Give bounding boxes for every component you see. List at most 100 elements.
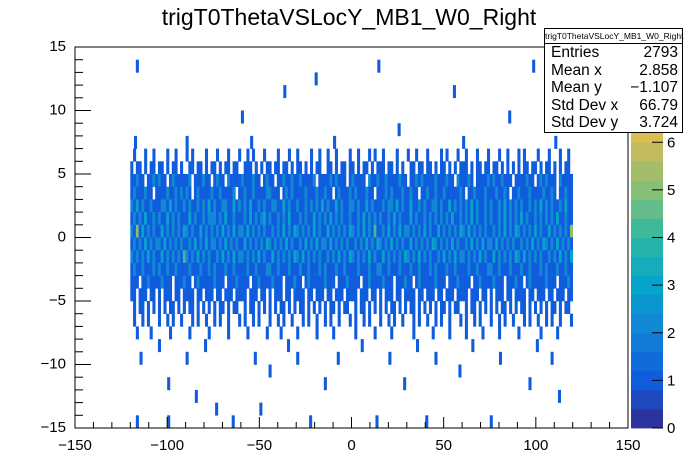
histogram-bin (539, 174, 543, 187)
histogram-bin (439, 237, 444, 251)
histogram-bin (426, 275, 430, 289)
histogram-bin (564, 301, 568, 314)
histogram-bin (542, 224, 546, 238)
stats-row-stddev-y: Std Dev y 3.724 (545, 114, 682, 132)
histogram-bin (406, 250, 410, 264)
histogram-bin (290, 161, 294, 175)
histogram-bin (473, 288, 477, 302)
histogram-bin (365, 199, 369, 213)
histogram-bin (337, 174, 341, 187)
histogram-bin (486, 275, 491, 289)
histogram-bin (384, 212, 388, 226)
histogram-bin (193, 224, 197, 238)
histogram-bin (177, 224, 181, 238)
histogram-bin (238, 199, 242, 213)
histogram-bin (453, 186, 457, 200)
histogram-bin (520, 224, 524, 238)
stats-value: 66.79 (639, 96, 678, 114)
histogram-bin (514, 237, 518, 251)
histogram-bin (329, 199, 333, 213)
histogram-bin (434, 199, 438, 213)
histogram-bin (296, 237, 300, 251)
histogram-bin (376, 224, 380, 238)
histogram-bin (279, 250, 283, 264)
histogram-bin (553, 174, 557, 187)
histogram-bin (130, 250, 134, 264)
histogram-bin (334, 262, 338, 276)
color-palette-band (631, 161, 663, 181)
histogram-bin (329, 212, 333, 226)
stats-row-stddev-x: Std Dev x 66.79 (545, 97, 682, 115)
histogram-bin (180, 174, 184, 187)
histogram-bin (362, 237, 366, 251)
histogram-bin (531, 224, 535, 238)
histogram-bin (404, 174, 408, 187)
histogram-bin (478, 301, 482, 314)
histogram-bin (459, 262, 463, 276)
histogram-bin (235, 250, 239, 264)
histogram-bin (489, 288, 493, 302)
histogram-bin (517, 326, 521, 340)
histogram-bin (298, 288, 303, 302)
histogram-bin (473, 212, 477, 226)
histogram-bin (409, 301, 413, 314)
histogram-bin (279, 224, 283, 238)
histogram-bin (204, 339, 208, 353)
histogram-bin (210, 161, 214, 175)
histogram-bin (274, 288, 278, 302)
histogram-bin (210, 288, 214, 302)
histogram-bin (196, 313, 200, 327)
histogram-bin (376, 250, 380, 264)
histogram-bin (500, 186, 504, 200)
histogram-bin (495, 301, 499, 314)
histogram-bin (160, 262, 164, 276)
histogram-bin (287, 212, 291, 226)
histogram-bin (556, 250, 560, 264)
histogram-bin (243, 174, 247, 187)
histogram-bin (265, 212, 269, 226)
histogram-bin (558, 186, 562, 200)
histogram-bin (246, 174, 250, 187)
histogram-bin (144, 148, 148, 162)
histogram-bin (406, 148, 410, 162)
histogram-bin (354, 174, 358, 187)
histogram-bin (235, 174, 239, 187)
histogram-bin (412, 313, 416, 327)
histogram-bin (146, 174, 150, 187)
histogram-bin (370, 275, 374, 289)
histogram-bin (409, 212, 413, 226)
histogram-bin (171, 301, 175, 314)
histogram-bin (160, 212, 164, 226)
histogram-bin (227, 148, 231, 162)
histogram-bin (442, 262, 446, 276)
histogram-bin (420, 212, 424, 226)
histogram-bin (498, 288, 502, 302)
histogram-bin (204, 313, 209, 327)
histogram-bin (387, 288, 391, 302)
histogram-bin (301, 250, 305, 264)
histogram-bin (152, 250, 156, 264)
histogram-bin (439, 148, 444, 162)
histogram-bin (561, 250, 565, 264)
histogram-bin (406, 186, 410, 200)
histogram-bin (243, 313, 247, 327)
histogram-bin (251, 174, 256, 187)
histogram-bin (362, 275, 366, 289)
histogram-bin (207, 174, 211, 187)
histogram-bin (536, 224, 540, 238)
histogram-bin (481, 326, 485, 340)
histogram-bin (415, 212, 419, 226)
histogram-bin (484, 174, 488, 187)
histogram-bin (169, 212, 173, 226)
histogram-bin (321, 174, 325, 187)
histogram-bin (475, 212, 479, 226)
histogram-bin (216, 237, 220, 251)
histogram-bin (348, 237, 352, 251)
histogram-bin (238, 250, 242, 264)
histogram-bin (343, 275, 347, 289)
histogram-bin (257, 237, 261, 251)
histogram-bin (517, 224, 521, 238)
histogram-bin (196, 161, 200, 175)
histogram-bin (191, 262, 195, 276)
histogram-bin (329, 262, 333, 276)
